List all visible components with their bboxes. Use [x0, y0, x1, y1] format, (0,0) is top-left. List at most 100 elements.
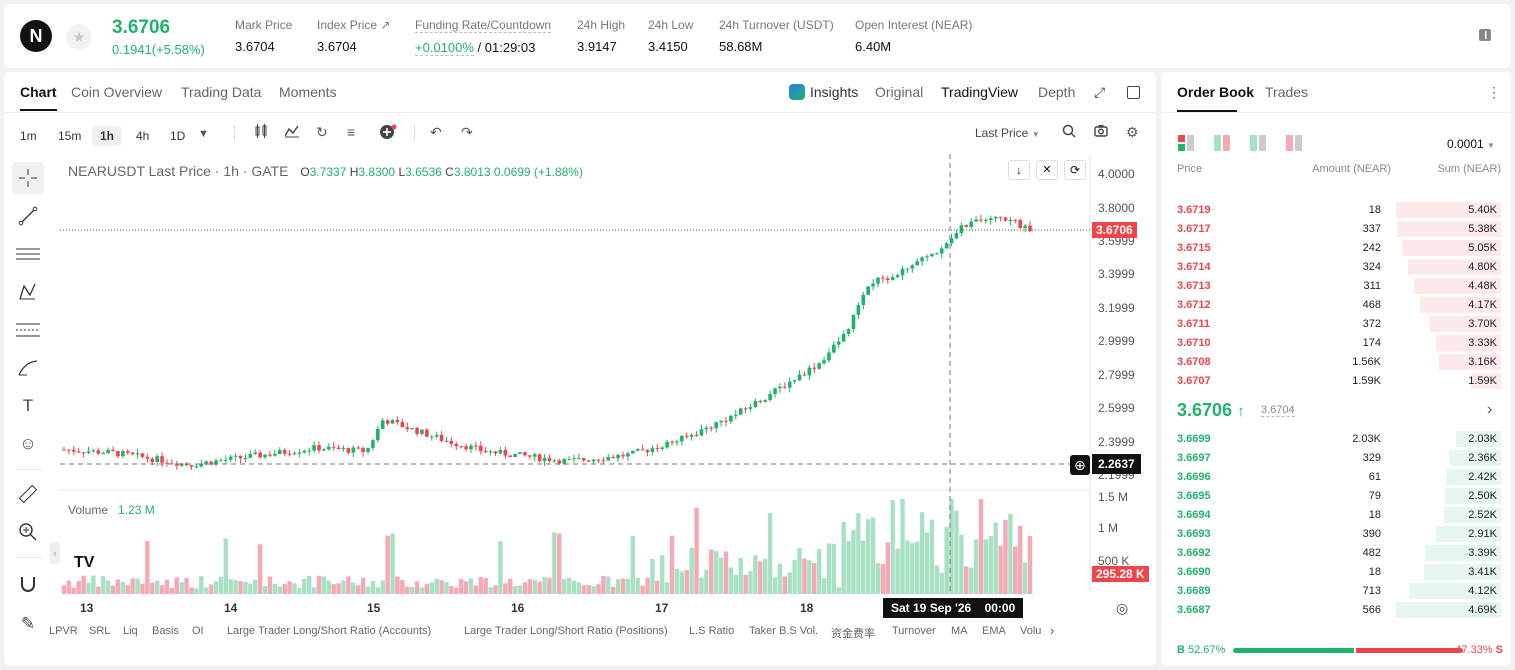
search-icon[interactable] [1062, 124, 1076, 141]
candle-body [204, 461, 209, 464]
gear-icon[interactable]: ⚙ [1126, 124, 1139, 140]
candle-body [528, 455, 532, 457]
bid-row[interactable]: 3.6695 79 2.50K [1161, 486, 1511, 505]
tab-moments[interactable]: Moments [279, 84, 337, 100]
ask-row[interactable]: 3.6707 1.59K 1.59K [1161, 371, 1511, 390]
timeframe-4h[interactable]: 4h [136, 129, 150, 143]
add-order-plus-icon[interactable]: ⊕ [1070, 455, 1090, 475]
indicator-ls-ratio[interactable]: L.S Ratio [689, 625, 735, 637]
precision-select[interactable]: 0.0001 ▼ [1447, 137, 1495, 151]
indicator-ema[interactable]: EMA [982, 625, 1006, 637]
ask-row[interactable]: 3.6713 311 4.48K [1161, 276, 1511, 295]
trend-line-tool-icon[interactable] [12, 200, 44, 232]
tab-trades[interactable]: Trades [1265, 84, 1309, 100]
magnet-icon[interactable] [12, 568, 44, 600]
candle-type-icon[interactable] [254, 124, 268, 141]
zoom-in-icon[interactable] [12, 516, 44, 548]
indicator-taker-vol[interactable]: Taker B.S Vol. [749, 625, 819, 637]
replay-icon[interactable]: ↻ [316, 124, 328, 140]
chevron-down-icon[interactable]: ▼ [198, 128, 209, 140]
bid-sum: 3.39K [1468, 547, 1497, 559]
horizontal-lines-tool-icon[interactable] [12, 238, 44, 270]
ask-row[interactable]: 3.6717 337 5.38K [1161, 219, 1511, 238]
undo-icon[interactable]: ↶ [430, 124, 442, 140]
tab-trading-data[interactable]: Trading Data [181, 84, 262, 100]
template-icon[interactable]: ≡ [347, 124, 356, 140]
indicator-basis[interactable]: Basis [152, 625, 179, 637]
layout-asks-icon[interactable] [1286, 135, 1302, 154]
price-chart[interactable] [4, 72, 1156, 666]
refresh-icon[interactable]: ⟳ [1064, 160, 1086, 180]
chevron-right-icon[interactable]: › [1050, 623, 1055, 638]
pattern-tool-icon[interactable] [12, 276, 44, 308]
ask-row[interactable]: 3.6712 468 4.17K [1161, 295, 1511, 314]
bid-row[interactable]: 3.6697 329 2.36K [1161, 448, 1511, 467]
arrow-down-icon[interactable]: ↓ [1008, 160, 1030, 180]
fib-tool-icon[interactable] [12, 314, 44, 346]
book-icon[interactable] [1477, 27, 1493, 43]
funding-rate-stat[interactable]: Funding Rate/Countdown +0.0100% / 01:29:… [415, 18, 552, 56]
brush-tool-icon[interactable] [12, 352, 44, 384]
ask-row[interactable]: 3.6711 372 3.70K [1161, 314, 1511, 333]
indicator-ls-positions[interactable]: Large Trader Long/Short Ratio (Positions… [464, 625, 668, 637]
ask-row[interactable]: 3.6715 242 5.05K [1161, 238, 1511, 257]
bid-row[interactable]: 3.6692 482 3.39K [1161, 543, 1511, 562]
collapse-toolbar-icon[interactable]: ‹ [50, 542, 60, 564]
view-depth[interactable]: Depth [1038, 84, 1076, 100]
ruler-tool-icon[interactable] [12, 478, 44, 510]
bid-row[interactable]: 3.6699 2.03K 2.03K [1161, 429, 1511, 448]
timeframe-1h[interactable]: 1h [92, 126, 123, 146]
indicator-turnover[interactable]: Turnover [892, 625, 936, 637]
camera-icon[interactable] [1094, 124, 1108, 140]
ask-row[interactable]: 3.6710 174 3.33K [1161, 333, 1511, 352]
price-source-select[interactable]: Last Price ▼ [975, 126, 1040, 140]
add-alert-icon[interactable] [379, 124, 397, 143]
indicator-volume[interactable]: Volu [1020, 625, 1042, 637]
favorite-star-icon[interactable]: ★ [66, 24, 92, 50]
tab-coin-overview[interactable]: Coin Overview [71, 84, 163, 100]
indicator-srl[interactable]: SRL [89, 625, 111, 637]
indicator-ma[interactable]: MA [951, 625, 968, 637]
chevron-right-icon[interactable]: › [1487, 401, 1493, 418]
indicator-funding[interactable]: 资金费率 [831, 628, 875, 640]
chart-settings-icon[interactable]: ◎ [1116, 600, 1129, 616]
timeframe-15m[interactable]: 15m [58, 129, 82, 143]
collapse-icon[interactable]: ✕ [1036, 160, 1058, 180]
redo-icon[interactable]: ↷ [461, 124, 473, 140]
volume-bar [934, 565, 940, 594]
view-tradingview[interactable]: TradingView [941, 84, 1019, 100]
layout-asks-bids-icon[interactable] [1214, 135, 1230, 154]
candle-body [729, 415, 733, 422]
bid-row[interactable]: 3.6694 18 2.52K [1161, 505, 1511, 524]
pencil-lock-icon[interactable]: ✎ [20, 614, 36, 633]
indicators-icon[interactable] [284, 124, 299, 141]
ask-row[interactable]: 3.6719 18 5.40K [1161, 200, 1511, 219]
bid-row[interactable]: 3.6696 61 2.42K [1161, 467, 1511, 486]
tab-order-book[interactable]: Order Book [1177, 84, 1255, 100]
timeframe-1m[interactable]: 1m [20, 129, 37, 143]
view-original[interactable]: Original [875, 84, 924, 100]
volume-bar [1013, 546, 1018, 594]
window-icon[interactable] [1127, 86, 1140, 99]
view-insights[interactable]: Insights [810, 84, 859, 100]
tab-chart[interactable]: Chart [20, 84, 57, 111]
ask-row[interactable]: 3.6714 324 4.80K [1161, 257, 1511, 276]
ask-row[interactable]: 3.6708 1.56K 3.16K [1161, 352, 1511, 371]
indicator-oi[interactable]: OI [192, 625, 204, 637]
emoji-tool-icon[interactable]: ☺ [19, 434, 37, 453]
bid-row[interactable]: 3.6687 566 4.69K [1161, 600, 1511, 619]
more-icon[interactable]: ⋮ [1487, 84, 1501, 100]
bid-row[interactable]: 3.6693 390 2.91K [1161, 524, 1511, 543]
text-tool-icon[interactable]: T [22, 396, 34, 415]
expand-icon[interactable]: ⤢ [1094, 84, 1106, 100]
bid-row[interactable]: 3.6690 18 3.41K [1161, 562, 1511, 581]
indicator-liq[interactable]: Liq [123, 625, 138, 637]
crosshair-tool-icon[interactable] [12, 162, 44, 194]
bid-row[interactable]: 3.6689 713 4.12K [1161, 581, 1511, 600]
timeframe-1d[interactable]: 1D [170, 129, 186, 143]
layout-bids-icon[interactable] [1250, 135, 1266, 154]
indicator-lpvr[interactable]: LPVR [49, 625, 78, 637]
indicator-ls-accounts[interactable]: Large Trader Long/Short Ratio (Accounts) [227, 625, 432, 637]
layout-both-icon[interactable] [1178, 135, 1194, 154]
index-price-stat[interactable]: Index Price ↗ 3.6704 [317, 18, 391, 54]
